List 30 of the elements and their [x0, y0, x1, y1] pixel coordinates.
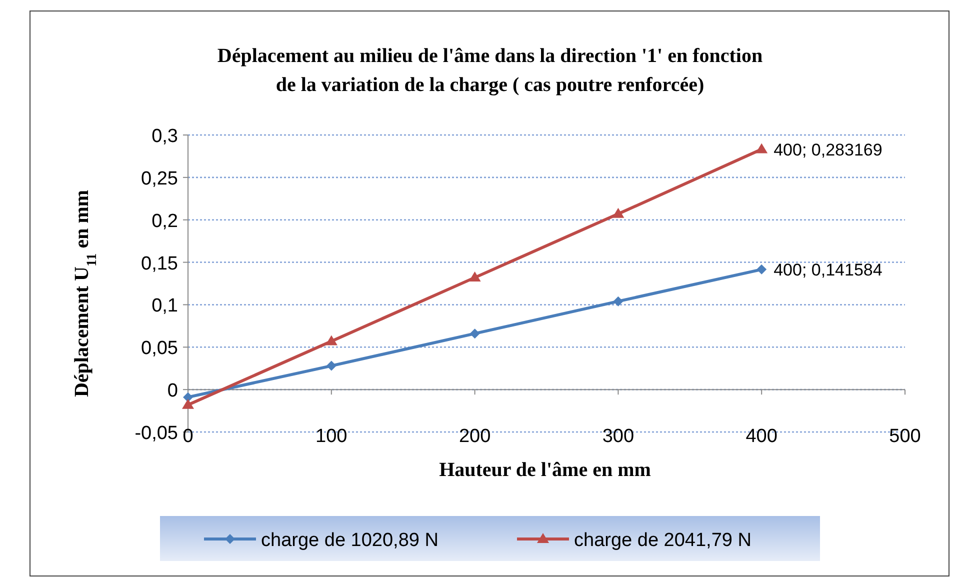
y-tick-label: 0,1	[152, 296, 178, 317]
y-tick-label: -0,05	[134, 423, 178, 444]
data-label: 400; 0,283169	[774, 140, 882, 160]
y-tick-label: 0	[167, 380, 178, 402]
y-tick-label: 0,15	[141, 253, 178, 274]
legend-label: charge de 1020,89 N	[261, 530, 438, 551]
y-tick-label: 0,25	[141, 168, 178, 190]
chart-title: Déplacement au milieu de l'âme dans la direction '1' en fonction de la variation de la charge ( cas poutre renforcée)	[217, 45, 763, 96]
x-tick-label: 500	[889, 426, 921, 447]
point	[468, 272, 481, 282]
y-tick-label: 0,3	[152, 126, 178, 147]
point	[326, 360, 336, 371]
x-axis-title: Hauteur de l'âme en mm	[439, 459, 652, 481]
x-tick-label: 0	[182, 426, 194, 447]
y-tick-label: 0,2	[152, 210, 178, 232]
point	[613, 296, 624, 306]
point	[756, 143, 768, 154]
point	[612, 208, 624, 218]
legend-label: charge de 2041,79 N	[574, 530, 752, 551]
point	[325, 335, 338, 346]
x-tick-label: 200	[458, 426, 491, 447]
x-tick-label: 300	[602, 426, 634, 447]
point	[470, 328, 480, 339]
x-tick-label: 400	[746, 426, 778, 447]
x-tick-label: 100	[316, 426, 348, 447]
y-tick-label: 0,05	[141, 338, 178, 360]
point	[183, 392, 193, 402]
point	[182, 398, 194, 409]
point	[756, 264, 767, 274]
data-label: 400; 0,141584	[774, 260, 882, 280]
